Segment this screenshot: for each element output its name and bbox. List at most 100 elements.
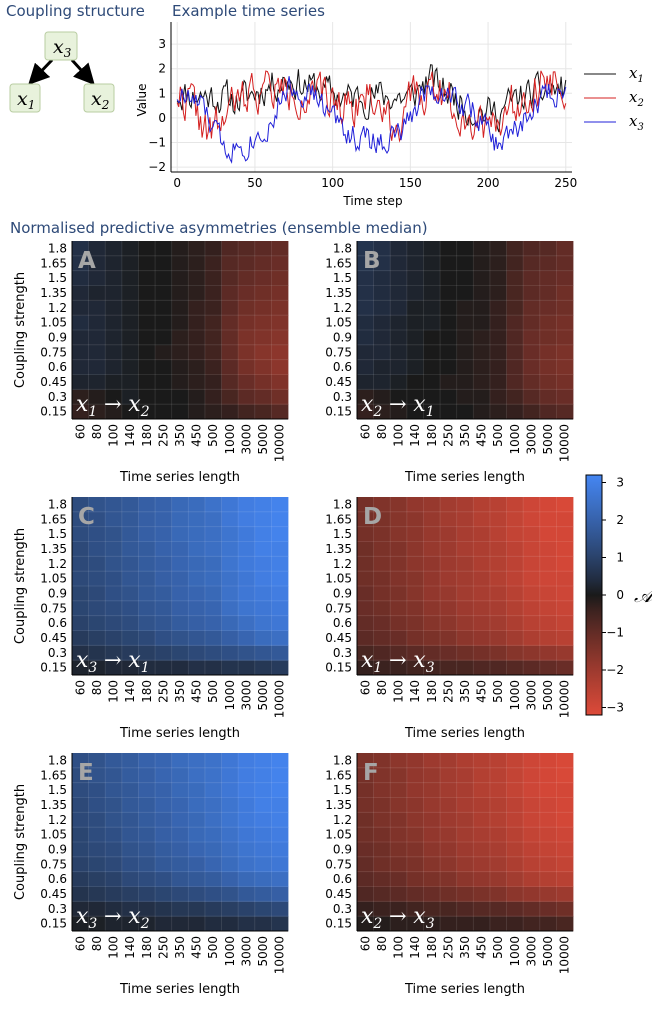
heatmap-cell [254, 842, 272, 858]
heatmap-cell [72, 241, 90, 257]
heatmap-cell [188, 315, 206, 331]
heatmap-cell [473, 300, 491, 316]
heatmap-cell [121, 300, 139, 316]
heatmap-cell [88, 645, 106, 661]
heatmap-cell [357, 600, 375, 617]
heatmap-cell [271, 389, 289, 405]
direction-label: x2 → x3 [361, 904, 435, 932]
heatmap-xtick-label: 5000 [256, 680, 270, 711]
heatmap-cell [506, 541, 524, 557]
heatmap-ytick-label: 0.6 [333, 360, 352, 374]
heatmap-cell [72, 916, 90, 932]
heatmap-cell [155, 285, 173, 301]
heatmap-cell [473, 285, 491, 301]
heatmap-cell [440, 404, 458, 420]
heatmap-cell [138, 600, 156, 617]
heatmap-cell [473, 374, 491, 390]
legend-label-x2: x2 [629, 88, 644, 109]
heatmap-cell [171, 511, 189, 528]
heatmap-cell [390, 856, 408, 873]
heatmap-cell [373, 842, 391, 858]
heatmap-cell [88, 241, 106, 257]
heatmap-cell [423, 330, 441, 346]
heatmap-cell [406, 315, 424, 331]
heatmap-cell [155, 511, 173, 528]
heatmap-cell [406, 842, 424, 858]
heatmap-xtick-label: 80 [90, 424, 104, 439]
heatmap-cell [254, 886, 272, 902]
ts-series-x2 [176, 70, 567, 143]
heatmap-cell [489, 586, 507, 602]
heatmap-cell [105, 586, 123, 602]
heatmap-ytick-label: 1.05 [40, 316, 67, 330]
heatmap-cell [221, 300, 239, 316]
heatmap-cell [489, 782, 507, 798]
heatmap-cell [155, 270, 173, 286]
heatmap-xtick-label: 100 [107, 424, 121, 447]
heatmap-cell [523, 916, 541, 932]
heatmap-cell [456, 812, 474, 828]
heatmap-cell [373, 541, 391, 557]
heatmap-cell [72, 660, 90, 676]
heatmap-cell [138, 511, 156, 528]
heatmap-cell [188, 389, 206, 405]
heatmap-cell [506, 827, 524, 843]
heatmap-cell [506, 753, 524, 769]
heatmap-cell [440, 645, 458, 661]
heatmap-cell [88, 916, 106, 932]
heatmap-cell [456, 871, 474, 887]
heatmap-cell [390, 901, 408, 917]
heatmap-ytick-label: 1.2 [333, 301, 352, 315]
heatmap-cell [72, 344, 90, 361]
heatmap-ytick-label: 1.2 [48, 813, 67, 827]
heatmap-cell [556, 511, 574, 528]
heatmap-cell [188, 571, 206, 587]
heatmap-cell [523, 827, 541, 843]
heatmap-cell [138, 330, 156, 346]
timeseries-legend: x1 x2 x3 [584, 64, 644, 133]
heatmap-cell [406, 916, 424, 932]
heatmap-ytick-label: 0.3 [333, 390, 352, 404]
heatmap-cell [221, 782, 239, 798]
heatmap-cell [88, 782, 106, 798]
panel-letter-a: A [78, 248, 96, 274]
heatmap-cell [221, 315, 239, 331]
heatmap-cell [357, 526, 375, 542]
heatmap-cell [456, 753, 474, 769]
heatmap-xtick-label: 100 [392, 936, 406, 959]
heatmap-ytick-label: 0.75 [325, 857, 352, 871]
heatmap-cell [440, 270, 458, 286]
heatmap-cell [271, 571, 289, 587]
heatmap-cell [556, 901, 574, 917]
heatmap-cell [473, 753, 491, 769]
heatmap-cell [88, 767, 106, 784]
heatmap-cell [221, 901, 239, 917]
heatmap-cell [105, 374, 123, 390]
heatmap-cell [440, 856, 458, 873]
heatmap-cell [221, 571, 239, 587]
heatmap-cell [440, 782, 458, 798]
heatmap-cell [523, 330, 541, 346]
heatmap-ytick-label: 1.35 [40, 542, 67, 556]
heatmap-cell [238, 389, 256, 405]
heatmap-xtick-label: 80 [375, 424, 389, 439]
heatmap-ytick-label: 1.8 [48, 241, 67, 255]
heatmap-cell [539, 315, 557, 331]
heatmap-cell [105, 344, 123, 361]
heatmap-cell [539, 344, 557, 361]
heatmap-cell [473, 842, 491, 858]
heatmap-ytick-label: 0.3 [48, 646, 67, 660]
heatmap-cell [171, 556, 189, 572]
heatmap-cell [271, 812, 289, 828]
heatmap-xlabel: Time series length [119, 982, 240, 997]
heatmap-cell [138, 812, 156, 828]
heatmap-cell [155, 660, 173, 676]
heatmap-cell [271, 526, 289, 542]
heatmap-cell [138, 886, 156, 902]
heatmap-ytick-label: 0.6 [48, 360, 67, 374]
heatmap-cell [204, 330, 222, 346]
heatmap-cell [489, 285, 507, 301]
heatmap-cell [138, 359, 156, 375]
heatmap-cell [138, 586, 156, 602]
heatmap-cell [539, 541, 557, 557]
